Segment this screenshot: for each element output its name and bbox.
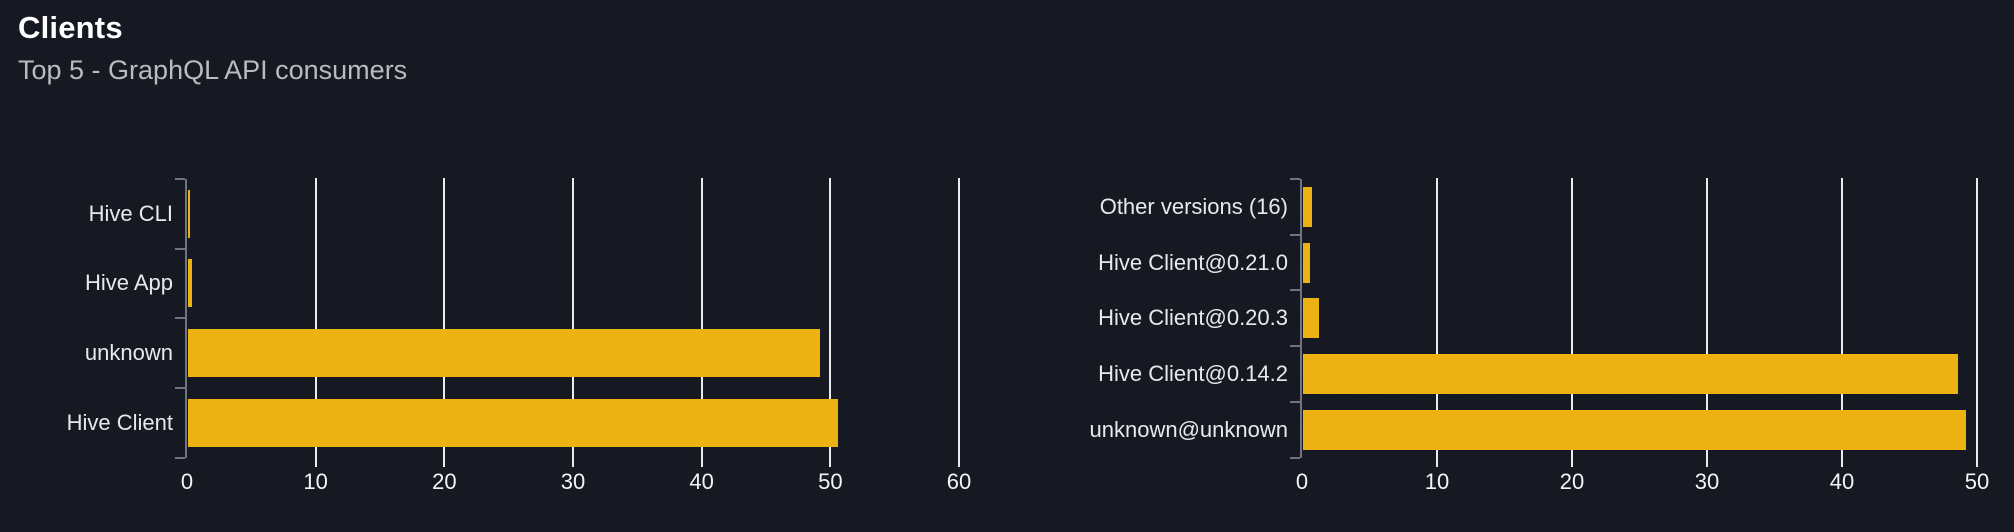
bar[interactable]: [1303, 186, 1312, 227]
y-axis-tick: [175, 386, 185, 389]
x-axis-tick: [572, 457, 574, 467]
x-axis-tick: [1436, 457, 1438, 467]
x-axis-tick: [314, 457, 317, 467]
x-tick-label: 20: [432, 469, 457, 494]
y-axis-tick: [175, 456, 185, 459]
panel-title: Clients: [18, 10, 123, 45]
y-axis-tick: [175, 178, 185, 180]
gridline: [829, 178, 832, 458]
gridline: [1976, 178, 1978, 458]
category-label: Hive Client: [66, 409, 173, 435]
bar[interactable]: [188, 329, 820, 378]
x-axis-tick: [1706, 457, 1708, 467]
y-axis-tick: [175, 247, 185, 250]
x-tick-label: 0: [180, 469, 194, 494]
x-axis-tick: [1841, 457, 1843, 467]
bar[interactable]: [1303, 298, 1320, 339]
x-tick-label: 50: [818, 469, 843, 494]
bar[interactable]: [1303, 409, 1966, 450]
x-tick-label: 40: [689, 469, 714, 494]
x-tick-label: 40: [1829, 469, 1855, 494]
y-axis-tick: [1290, 456, 1300, 459]
category-label: Other versions (16): [1099, 193, 1288, 219]
x-axis-tick: [700, 457, 703, 467]
bar[interactable]: [188, 259, 192, 308]
y-axis-tick: [1290, 289, 1300, 292]
x-tick-label: 50: [1964, 469, 1990, 494]
x-axis-tick: [1571, 457, 1573, 467]
y-axis-tick: [1290, 233, 1300, 236]
x-tick-label: 60: [946, 469, 972, 494]
x-tick-label: 10: [303, 469, 328, 494]
y-axis-tick: [1290, 400, 1300, 403]
gridline: [1436, 178, 1438, 458]
x-tick-label: 30: [560, 469, 586, 494]
bar[interactable]: [1303, 353, 1958, 394]
category-label: Hive Client@0.14.2: [1098, 360, 1288, 386]
x-tick-label: 30: [1694, 469, 1720, 494]
bar[interactable]: [1303, 242, 1310, 283]
bar[interactable]: [188, 398, 838, 447]
x-tick-label: 0: [1295, 469, 1309, 494]
x-axis-tick: [829, 457, 832, 467]
gridline: [443, 178, 446, 458]
x-tick-label: 20: [1559, 469, 1585, 494]
gridline: [1706, 178, 1708, 458]
category-label: Hive Client@0.21.0: [1098, 249, 1288, 275]
gridline: [958, 178, 961, 458]
gridline: [1571, 178, 1573, 458]
gridline: [314, 178, 317, 458]
category-label: unknown@unknown: [1089, 416, 1288, 442]
x-tick-label: 10: [1424, 469, 1450, 494]
x-axis-tick: [443, 457, 446, 467]
gridline: [700, 178, 703, 458]
panel-subtitle: Top 5 - GraphQL API consumers: [18, 55, 408, 85]
gridline: [572, 178, 574, 458]
category-label: Hive Client@0.20.3: [1098, 305, 1288, 331]
y-axis-tick: [1290, 345, 1300, 348]
y-axis-line: [1300, 179, 1302, 458]
category-label: Hive App: [84, 270, 173, 296]
x-axis-tick: [958, 457, 961, 467]
x-axis-tick: [1976, 457, 1978, 467]
y-axis-line: [185, 179, 187, 458]
gridline: [1841, 178, 1843, 458]
bar[interactable]: [188, 189, 190, 238]
y-axis-tick: [175, 317, 185, 320]
y-axis-tick: [1290, 178, 1300, 180]
category-label: Hive CLI: [88, 200, 173, 226]
category-label: unknown: [84, 340, 173, 366]
panel-header: Clients Top 5 - GraphQL API consumers: [18, 10, 407, 86]
